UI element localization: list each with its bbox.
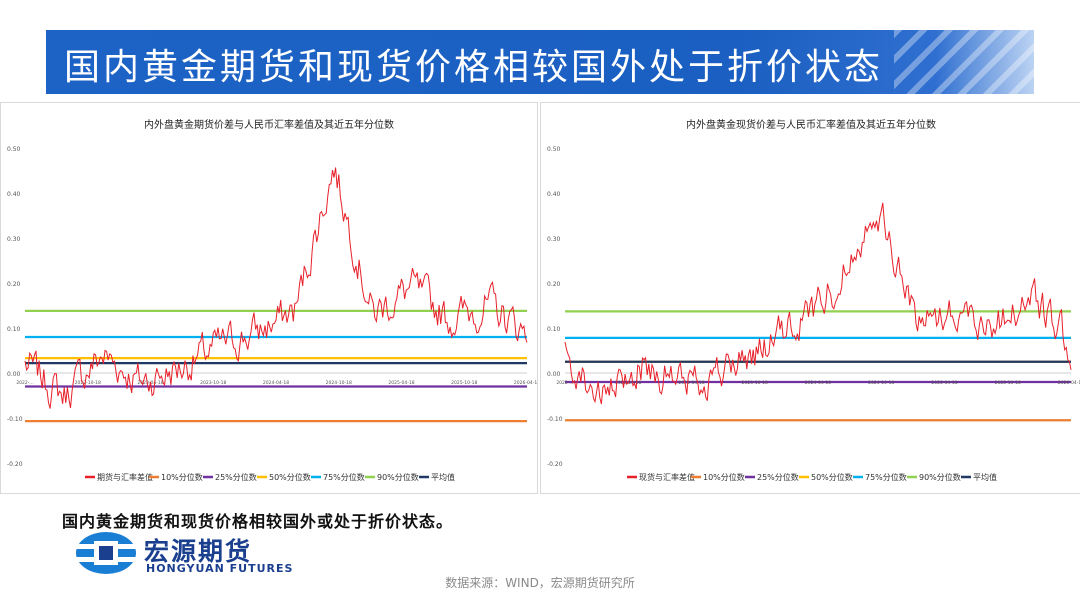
y-tick-label: 0.00 [7, 371, 21, 378]
x-tick-label: 2026-04-18 [514, 380, 537, 386]
spread-series-line [564, 202, 1072, 405]
y-tick-label: -0.20 [547, 461, 563, 468]
x-tick-label: 2024-04-18 [805, 380, 831, 386]
y-tick-label: 0.50 [547, 146, 561, 153]
legend-label: 75%分位数 [865, 472, 907, 482]
x-tick-label: 2022-... [16, 380, 33, 386]
x-tick-label: 2025-10-18 [995, 380, 1021, 386]
y-tick-label: 0.20 [547, 281, 561, 288]
chart-title: 内外盘黄金现货价差与人民币汇率差值及其近五年分位数 [686, 118, 936, 131]
chart-title: 内外盘黄金期货价差与人民币汇率差值及其近五年分位数 [144, 118, 394, 131]
y-tick-label: 0.40 [7, 191, 21, 198]
logo-name-en: HONGYUAN FUTURES [146, 562, 294, 575]
legend-label: 75%分位数 [323, 472, 365, 482]
y-tick-label: -0.10 [7, 416, 23, 423]
x-tick-label: 2022-10-18 [75, 380, 101, 386]
legend-label: 期货与汇率差值 [97, 472, 153, 482]
x-tick-label: 2024-04-18 [263, 380, 289, 386]
legend-label: 平均值 [431, 472, 455, 482]
legend-label: 现货与汇率差值 [639, 472, 695, 482]
company-logo: 宏源期货 HONGYUAN FUTURES [74, 530, 314, 576]
conclusion-text: 国内黄金期货和现货价格相较国外或处于折价状态。 [62, 512, 454, 531]
x-tick-label: 2023-10-18 [200, 380, 226, 386]
legend-label: 50%分位数 [269, 472, 311, 482]
x-tick-label: 2024-10-18 [326, 380, 352, 386]
x-tick-label: 2025-10-18 [451, 380, 477, 386]
title-banner: 国内黄金期货和现货价格相较国外处于折价状态 [46, 30, 1034, 94]
futures-spread-chart: 内外盘黄金期货价差与人民币汇率差值及其近五年分位数 0.50 0.40 0.30 0.2… [0, 102, 538, 494]
x-tick-label: 2023-04-18 [678, 380, 704, 386]
banner-decoration [894, 30, 1034, 94]
x-tick-label: 2024-10-18 [868, 380, 894, 386]
legend-label: 10%分位数 [161, 472, 203, 482]
logo-name-cn: 宏源期货 [144, 537, 253, 566]
legend-label: 25%分位数 [215, 472, 257, 482]
legend-label: 90%分位数 [919, 472, 961, 482]
legend-label: 50%分位数 [811, 472, 853, 482]
x-tick-label: 2026-04-18 [1058, 380, 1080, 386]
legend-label: 平均值 [973, 472, 997, 482]
data-source: 数据来源：WIND，宏源期货研究所 [445, 576, 635, 590]
x-tick-label: 2022-... [556, 380, 573, 386]
futures-spread-chart-svg: 内外盘黄金期货价差与人民币汇率差值及其近五年分位数 0.50 0.40 0.30 0.2… [7, 118, 537, 482]
spot-spread-chart: 内外盘黄金现货价差与人民币汇率差值及其近五年分位数 0.50 0.40 0.30 0.2… [540, 102, 1080, 494]
y-tick-label: 0.50 [7, 146, 21, 153]
x-tick-label: 2025-04-18 [388, 380, 414, 386]
legend-label: 90%分位数 [377, 472, 419, 482]
y-tick-label: 0.30 [547, 236, 561, 243]
y-tick-label: 0.20 [7, 281, 21, 288]
logo-emblem-icon [74, 532, 138, 574]
legend-label: 10%分位数 [703, 472, 745, 482]
y-tick-label: 0.40 [547, 191, 561, 198]
y-tick-label: 0.30 [7, 236, 21, 243]
y-tick-label: 0.10 [7, 326, 21, 333]
y-tick-label: -0.10 [547, 416, 563, 423]
x-tick-label: 2023-10-18 [742, 380, 768, 386]
spread-series-line [24, 167, 528, 409]
y-tick-label: -0.20 [7, 461, 23, 468]
y-tick-label: 0.00 [547, 371, 561, 378]
x-tick-label: 2025-04-18 [931, 380, 957, 386]
page-title: 国内黄金期货和现货价格相较国外处于折价状态 [64, 47, 884, 88]
y-tick-label: 0.10 [547, 326, 561, 333]
legend-label: 25%分位数 [757, 472, 799, 482]
spot-spread-chart-svg: 内外盘黄金现货价差与人民币汇率差值及其近五年分位数 0.50 0.40 0.30 0.2… [547, 118, 1080, 482]
